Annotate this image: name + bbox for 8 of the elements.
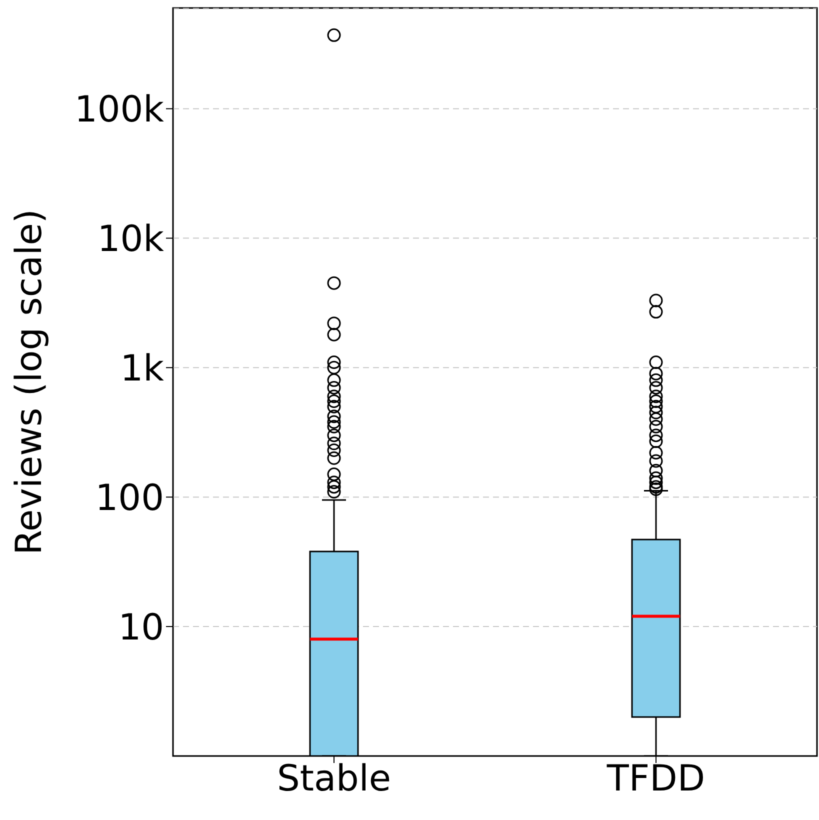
y-axis-title: Reviews (log scale)	[8, 209, 50, 555]
y-tick-label: 100k	[74, 90, 164, 131]
y-tick-label: 100	[95, 478, 164, 519]
y-tick-label: 10	[118, 607, 164, 648]
y-tick-label: 10k	[97, 218, 164, 260]
x-tick-label: Stable	[276, 758, 392, 800]
x-tick-label: TFDD	[606, 758, 706, 800]
y-tick-label: 1k	[120, 348, 164, 390]
